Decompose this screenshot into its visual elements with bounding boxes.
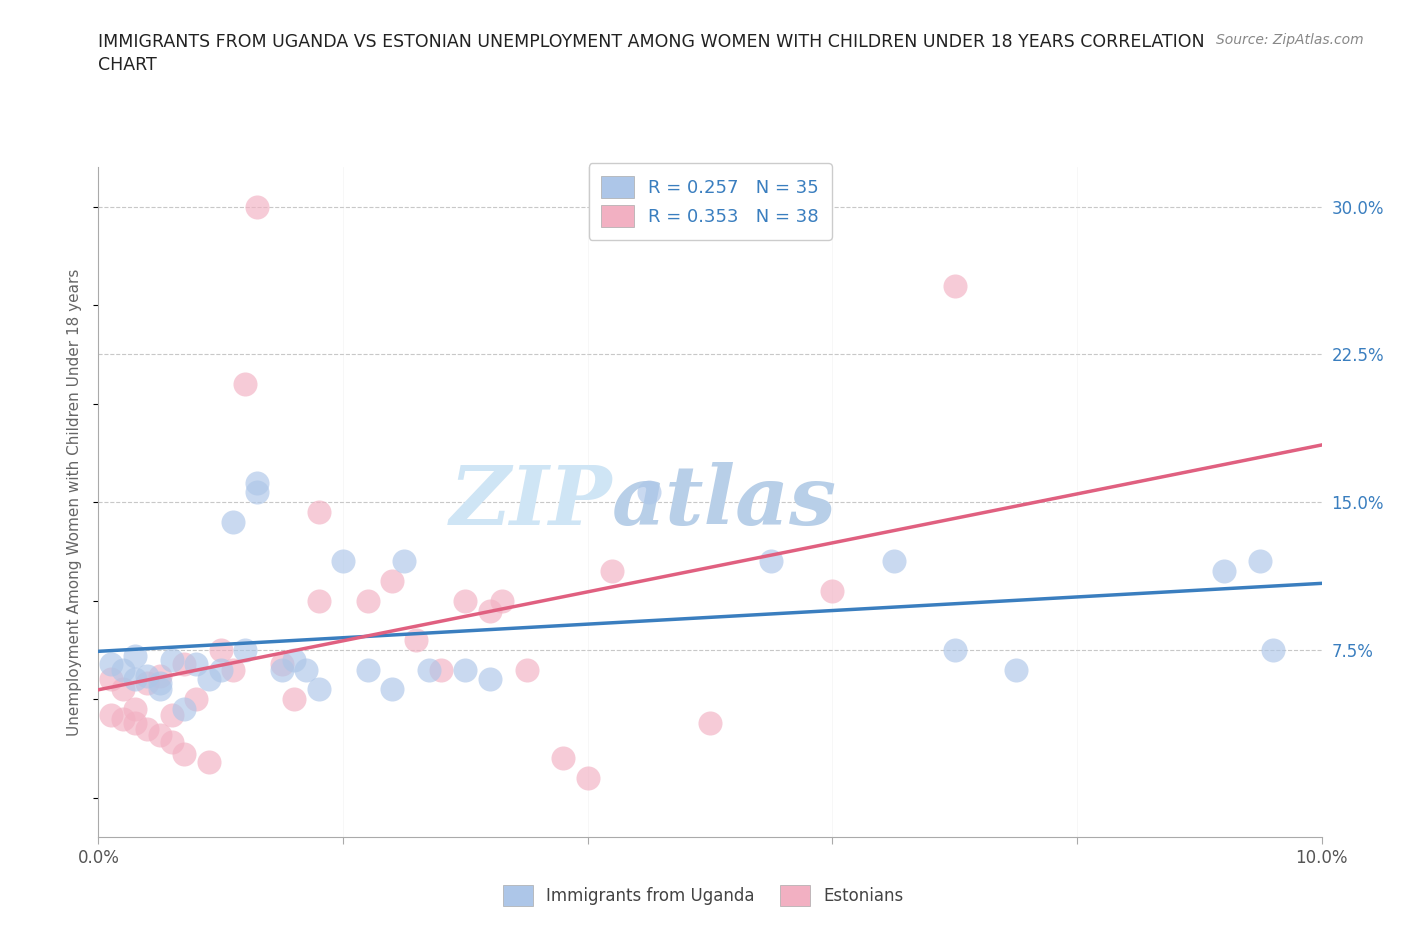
Point — [186, 692, 208, 707]
Text: Source: ZipAtlas.com: Source: ZipAtlas.com — [1216, 33, 1364, 46]
Point — [233, 377, 256, 392]
Point — [430, 662, 453, 677]
Text: ZIP: ZIP — [450, 462, 612, 542]
Point — [100, 672, 122, 687]
Point — [209, 662, 232, 677]
Point — [418, 662, 440, 677]
Point — [124, 648, 146, 663]
Point — [478, 603, 501, 618]
Point — [222, 662, 245, 677]
Legend: R = 0.257   N = 35, R = 0.353   N = 38: R = 0.257 N = 35, R = 0.353 N = 38 — [589, 163, 831, 240]
Point — [149, 682, 172, 697]
Point — [246, 485, 269, 499]
Point — [124, 701, 146, 716]
Point — [209, 643, 232, 658]
Point — [136, 668, 159, 683]
Point — [381, 682, 404, 697]
Point — [136, 676, 159, 691]
Point — [454, 662, 477, 677]
Point — [1212, 564, 1234, 578]
Point — [283, 692, 305, 707]
Point — [111, 711, 134, 726]
Point — [124, 715, 146, 730]
Point — [1004, 662, 1026, 677]
Text: IMMIGRANTS FROM UGANDA VS ESTONIAN UNEMPLOYMENT AMONG WOMEN WITH CHILDREN UNDER : IMMIGRANTS FROM UGANDA VS ESTONIAN UNEMP… — [98, 33, 1205, 50]
Point — [173, 657, 195, 671]
Point — [600, 564, 623, 578]
Point — [943, 278, 966, 293]
Point — [478, 672, 501, 687]
Point — [197, 755, 219, 770]
Point — [491, 593, 513, 608]
Point — [233, 643, 256, 658]
Point — [295, 662, 318, 677]
Point — [100, 708, 122, 723]
Point — [381, 574, 404, 589]
Point — [283, 652, 305, 667]
Point — [270, 657, 292, 671]
Point — [270, 662, 292, 677]
Point — [553, 751, 575, 765]
Point — [160, 735, 183, 750]
Point — [356, 593, 378, 608]
Point — [883, 554, 905, 569]
Point — [759, 554, 782, 569]
Point — [160, 652, 183, 667]
Point — [173, 747, 195, 762]
Text: atlas: atlas — [612, 462, 838, 542]
Text: CHART: CHART — [98, 56, 157, 73]
Point — [821, 583, 844, 598]
Point — [454, 593, 477, 608]
Point — [356, 662, 378, 677]
Point — [246, 475, 269, 490]
Point — [222, 514, 245, 529]
Point — [699, 715, 721, 730]
Point — [332, 554, 354, 569]
Point — [149, 676, 172, 691]
Point — [149, 668, 172, 683]
Point — [308, 505, 330, 520]
Point — [136, 722, 159, 737]
Legend: Immigrants from Uganda, Estonians: Immigrants from Uganda, Estonians — [496, 879, 910, 912]
Point — [308, 682, 330, 697]
Point — [516, 662, 538, 677]
Point — [246, 199, 269, 214]
Point — [186, 657, 208, 671]
Point — [149, 727, 172, 742]
Point — [1261, 643, 1284, 658]
Point — [197, 672, 219, 687]
Point — [111, 682, 134, 697]
Point — [308, 593, 330, 608]
Point — [173, 701, 195, 716]
Point — [111, 662, 134, 677]
Point — [576, 770, 599, 785]
Point — [943, 643, 966, 658]
Point — [637, 485, 661, 499]
Point — [100, 657, 122, 671]
Point — [160, 708, 183, 723]
Point — [405, 632, 427, 647]
Y-axis label: Unemployment Among Women with Children Under 18 years: Unemployment Among Women with Children U… — [67, 269, 83, 736]
Point — [124, 672, 146, 687]
Point — [392, 554, 416, 569]
Point — [1249, 554, 1271, 569]
